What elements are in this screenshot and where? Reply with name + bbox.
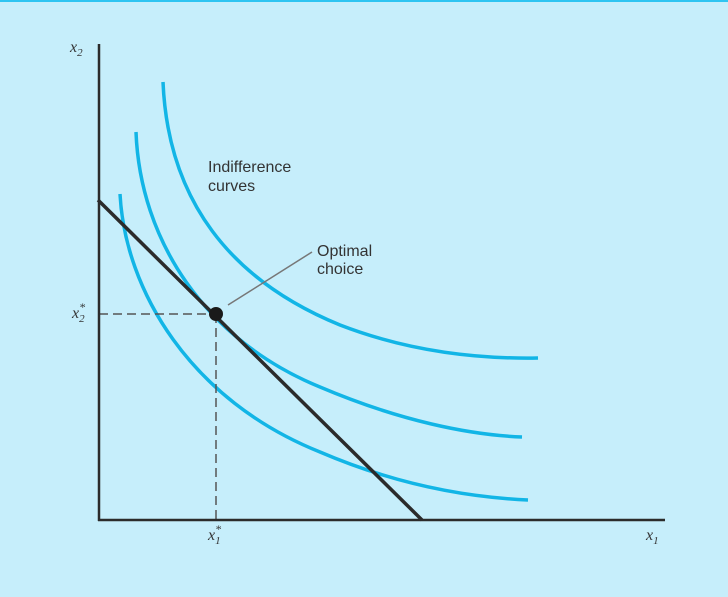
indifference-curves-label: Indifference curves (208, 159, 296, 195)
optimal-point (209, 307, 223, 321)
indifference-curve-2 (134, 131, 523, 439)
x-axis-label: x1 (645, 527, 659, 547)
budget-line (96, 198, 424, 522)
y-axis-label: x2 (69, 39, 83, 59)
indifference-curve-3 (161, 81, 539, 360)
indifference-curve-1 (118, 193, 529, 502)
optimal-choice-label: Optimal choice (317, 243, 377, 278)
x1-star-label: x* 1 (207, 522, 221, 547)
top-border (0, 0, 728, 2)
optimal-choice-leader (227, 251, 313, 306)
x2-star-label: x* 2 (71, 300, 85, 325)
